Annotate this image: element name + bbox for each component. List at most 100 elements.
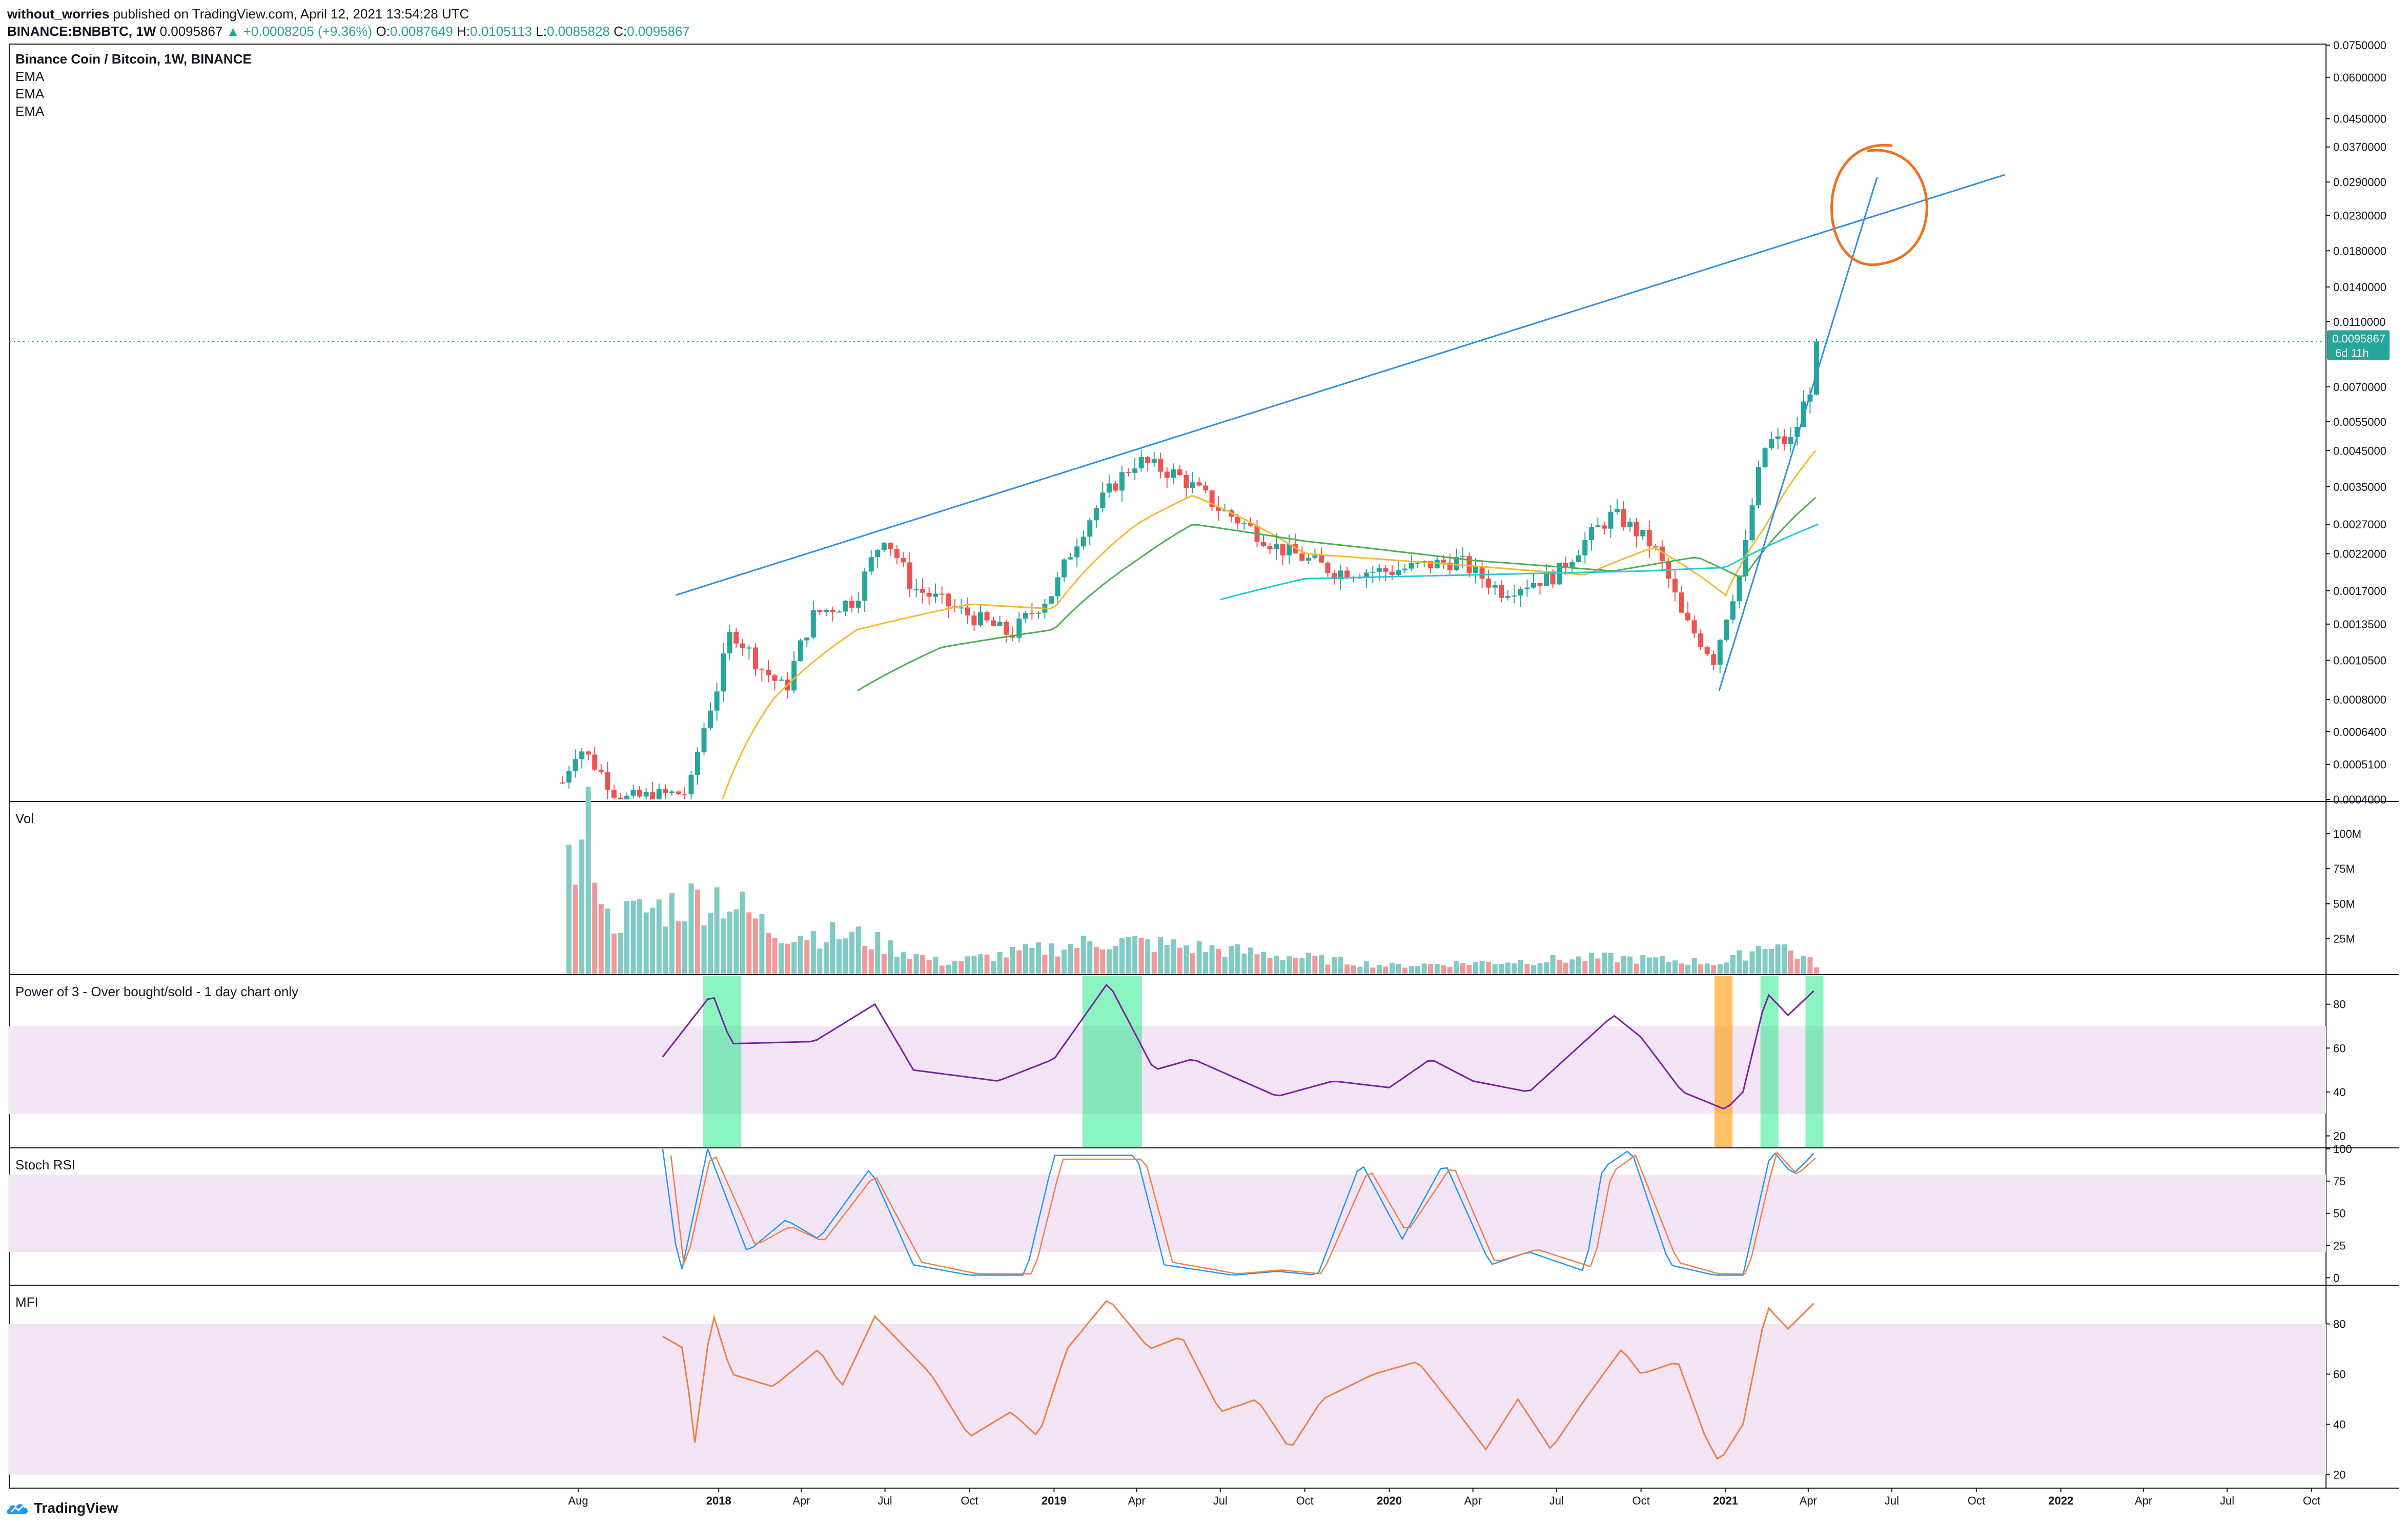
candle-body	[1087, 520, 1093, 537]
main-pane-title: Binance Coin / Bitcoin, 1W, BINANCE	[15, 51, 252, 67]
vol-tick: 75M	[2333, 862, 2355, 875]
candle-body	[1222, 510, 1228, 511]
candle-body	[752, 647, 758, 670]
candle-body	[1196, 482, 1202, 486]
volume-bar	[1216, 949, 1221, 974]
volume-bar	[1608, 953, 1614, 974]
candle-body	[1621, 508, 1626, 527]
price-tick: 0.0013500	[2333, 618, 2386, 631]
candle-body	[1171, 469, 1176, 478]
volume-bar	[836, 939, 842, 974]
volume-bar	[1653, 957, 1659, 974]
price-tick: 0.0140000	[2333, 281, 2386, 294]
volume-bar	[1524, 964, 1530, 974]
mfi-line	[662, 1300, 1814, 1460]
volume-bar	[1492, 964, 1498, 974]
high-label: H:	[457, 24, 471, 39]
open-label: O:	[376, 24, 390, 39]
highlight-circle	[1830, 143, 1928, 266]
volume-bar	[1807, 957, 1813, 974]
volume-bar	[1576, 956, 1581, 974]
candle-body	[997, 622, 1003, 626]
volume-bar	[643, 912, 649, 974]
volume-bar	[1267, 958, 1273, 974]
time-tick: Jul	[1885, 1494, 1899, 1507]
candle-body	[1479, 566, 1485, 579]
power-tick: 80	[2333, 998, 2345, 1011]
candle-body	[868, 557, 874, 572]
author-link[interactable]: without_worries	[7, 6, 110, 22]
candle-body	[862, 571, 868, 601]
price-tick: 0.0230000	[2333, 209, 2386, 222]
candle-body	[1698, 633, 1704, 648]
time-tick: Aug	[568, 1494, 588, 1507]
volume-bar	[855, 926, 861, 974]
candle-body	[836, 611, 842, 613]
open-value: 0.0087649	[390, 24, 453, 39]
candle-body	[1305, 558, 1311, 561]
ema-layer	[721, 450, 1819, 800]
price-tick: 0.0022000	[2333, 548, 2386, 561]
volume-bar	[1704, 963, 1710, 974]
last-price: 0.0095867	[159, 24, 223, 39]
volume-bar	[1595, 958, 1601, 974]
volume-bar	[624, 901, 629, 974]
candle-body	[676, 791, 681, 795]
volume-bar	[1659, 956, 1665, 974]
stoch-k-line	[662, 1146, 1814, 1276]
candle-body	[1737, 576, 1742, 602]
volume-bar	[752, 918, 758, 974]
candle-body	[779, 679, 784, 681]
volume-bar	[566, 845, 572, 974]
volume-bar	[1293, 958, 1298, 974]
candle-body	[875, 550, 881, 558]
ema-legend-2: EMA	[15, 86, 45, 101]
power-band	[9, 1026, 2326, 1114]
power-pane-title: Power of 3 - Over bought/sold - 1 day ch…	[15, 984, 298, 999]
volume-bar	[1145, 939, 1151, 974]
candle-body	[907, 562, 913, 590]
volume-bar	[1646, 957, 1652, 974]
price-tick: 0.0027000	[2333, 518, 2386, 531]
ema-fast-line	[721, 450, 1817, 800]
volume-bar	[1261, 952, 1267, 974]
volume-bar	[727, 911, 732, 974]
ema-legend-3: EMA	[15, 104, 45, 119]
volume-bar	[1409, 966, 1414, 974]
volume-bar	[1344, 964, 1350, 974]
candle-body	[1100, 492, 1106, 508]
chart-frame	[9, 44, 2327, 1489]
candle-body	[611, 790, 617, 798]
volume-bar	[1621, 956, 1626, 974]
candle-body	[708, 710, 713, 728]
volume-bar	[1010, 946, 1015, 974]
candle-body	[1248, 523, 1253, 526]
volume-bar	[1332, 957, 1337, 974]
candle-body	[1486, 579, 1492, 588]
volume-bar	[656, 899, 662, 974]
candle-body	[1332, 573, 1337, 579]
volume-bar	[1582, 961, 1588, 974]
candle-body	[1813, 341, 1819, 395]
volume-bar	[1588, 953, 1594, 974]
volume-bar	[1312, 956, 1318, 974]
close-value: 0.0095867	[627, 24, 690, 39]
candle-body	[1640, 529, 1646, 537]
candle-body	[1080, 537, 1086, 547]
volume-bar	[1035, 942, 1041, 974]
candle-body	[1119, 472, 1125, 491]
candle-body	[946, 593, 951, 607]
time-tick: 2020	[1377, 1494, 1402, 1507]
volume-bar	[695, 889, 700, 974]
volume-bar	[1749, 951, 1755, 974]
volume-bar	[1421, 963, 1427, 974]
candle-body	[579, 751, 585, 759]
volume-bar	[1389, 963, 1395, 974]
candle-body	[1524, 587, 1530, 590]
volume-bar	[598, 904, 604, 974]
volume-bar	[901, 952, 906, 974]
candle-body	[1679, 592, 1684, 613]
volume-bar	[946, 964, 951, 974]
tradingview-footer[interactable]: TradingView	[6, 1495, 118, 1521]
